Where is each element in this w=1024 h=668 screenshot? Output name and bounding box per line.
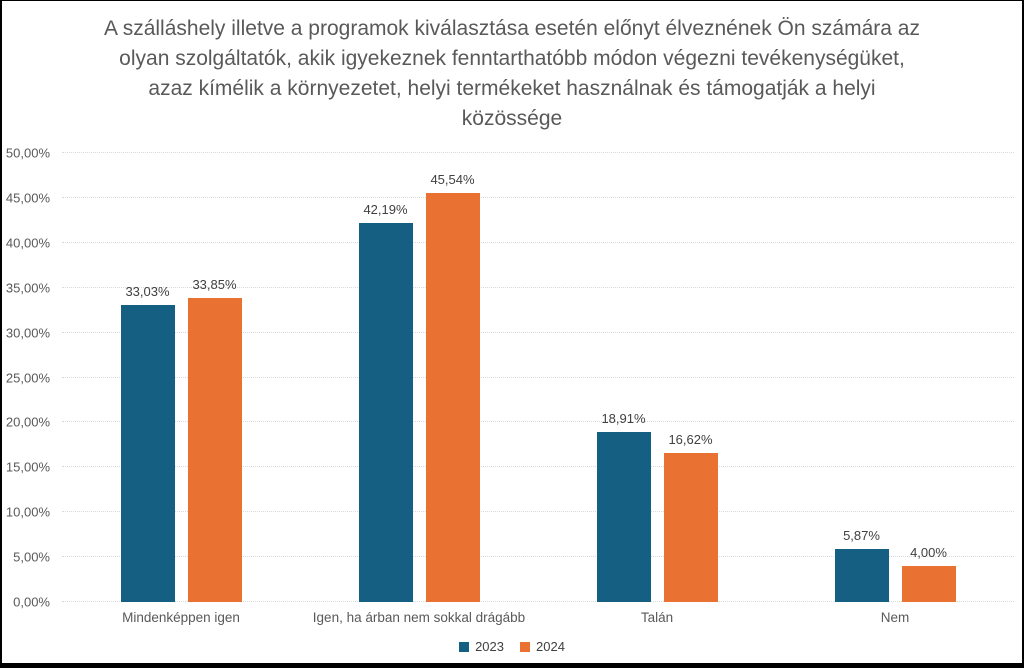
plot-area: 33,03% 33,85% 42,19% 45,54% 18,91% 16,62% 5,87… [62,152,1014,602]
bar-value-label: 33,85% [192,277,237,293]
y-tick-label: 15,00% [5,459,50,475]
gridline [62,331,1014,333]
legend-swatch-icon [520,641,530,652]
gridline [62,601,1014,602]
x-category-label: Nem [880,610,910,625]
y-tick-label: 45,00% [5,190,50,206]
y-tick-label: 30,00% [5,325,50,341]
y-tick-label: 5,00% [13,549,50,565]
y-tick-label: 20,00% [5,414,50,430]
y-axis: 0,00% 5,00% 10,00% 15,00% 20,00% 25,00% 30,00%… [2,146,50,610]
gridline [62,421,1014,423]
gridline [62,286,1014,288]
legend-swatch-icon [459,641,470,652]
legend-item-2024: 2024 [520,639,565,654]
legend-item-2023: 2023 [459,639,504,654]
legend-label: 2024 [536,639,565,654]
bar-2023: 42,19% [358,202,413,602]
y-tick-label: 10,00% [5,504,50,520]
y-tick-label: 50,00% [5,145,50,161]
bar-2024: 4,00% [901,545,956,602]
bar-value-label: 42,19% [363,202,408,218]
x-category-label: Igen, ha árban nem sokkal drágább [312,610,526,625]
bar-2024: 33,85% [187,277,242,602]
bar-value-label: 16,62% [668,431,713,447]
bar-2024: 45,54% [425,172,480,602]
gridline [62,466,1014,468]
gridline [62,376,1014,378]
bar-2023: 5,87% [834,528,889,602]
bar-value-label: 33,03% [125,284,170,300]
legend: 2023 2024 [2,639,1022,654]
bar-group: 33,03% 33,85% [62,153,300,602]
x-axis-labels: Mindenképpen igen Igen, ha árban nem sokk… [62,610,1014,625]
bar-group: 42,19% 45,54% [300,153,538,602]
bar-groups: 33,03% 33,85% 42,19% 45,54% 18,91% 16,62% 5,87… [62,153,1014,602]
legend-label: 2023 [475,639,504,654]
y-tick-label: 25,00% [5,370,50,385]
bar-value-label: 45,54% [430,172,475,188]
bar-value-label: 4,00% [910,545,947,561]
gridline [62,511,1014,513]
y-tick-label: 35,00% [5,280,50,296]
bar-group: 18,91% 16,62% [538,153,776,602]
bar-2023: 18,91% [596,411,651,602]
bar-group: 5,87% 4,00% [776,153,1014,602]
gridline [62,196,1014,198]
gridline [62,152,1014,153]
y-tick-label: 40,00% [5,235,50,251]
bar-2023: 33,03% [120,284,175,602]
x-category-label: Talán [640,610,674,625]
x-category-label: Mindenképpen igen [122,610,240,625]
gridline [62,241,1014,243]
bar-2024: 16,62% [663,432,718,602]
y-tick-label: 0,00% [13,594,50,610]
bar-value-label: 18,91% [601,411,646,427]
bar-value-label: 5,87% [843,528,880,544]
gridline [62,556,1014,558]
chart-title: A szálláshely illetve a programok kivála… [104,17,920,130]
